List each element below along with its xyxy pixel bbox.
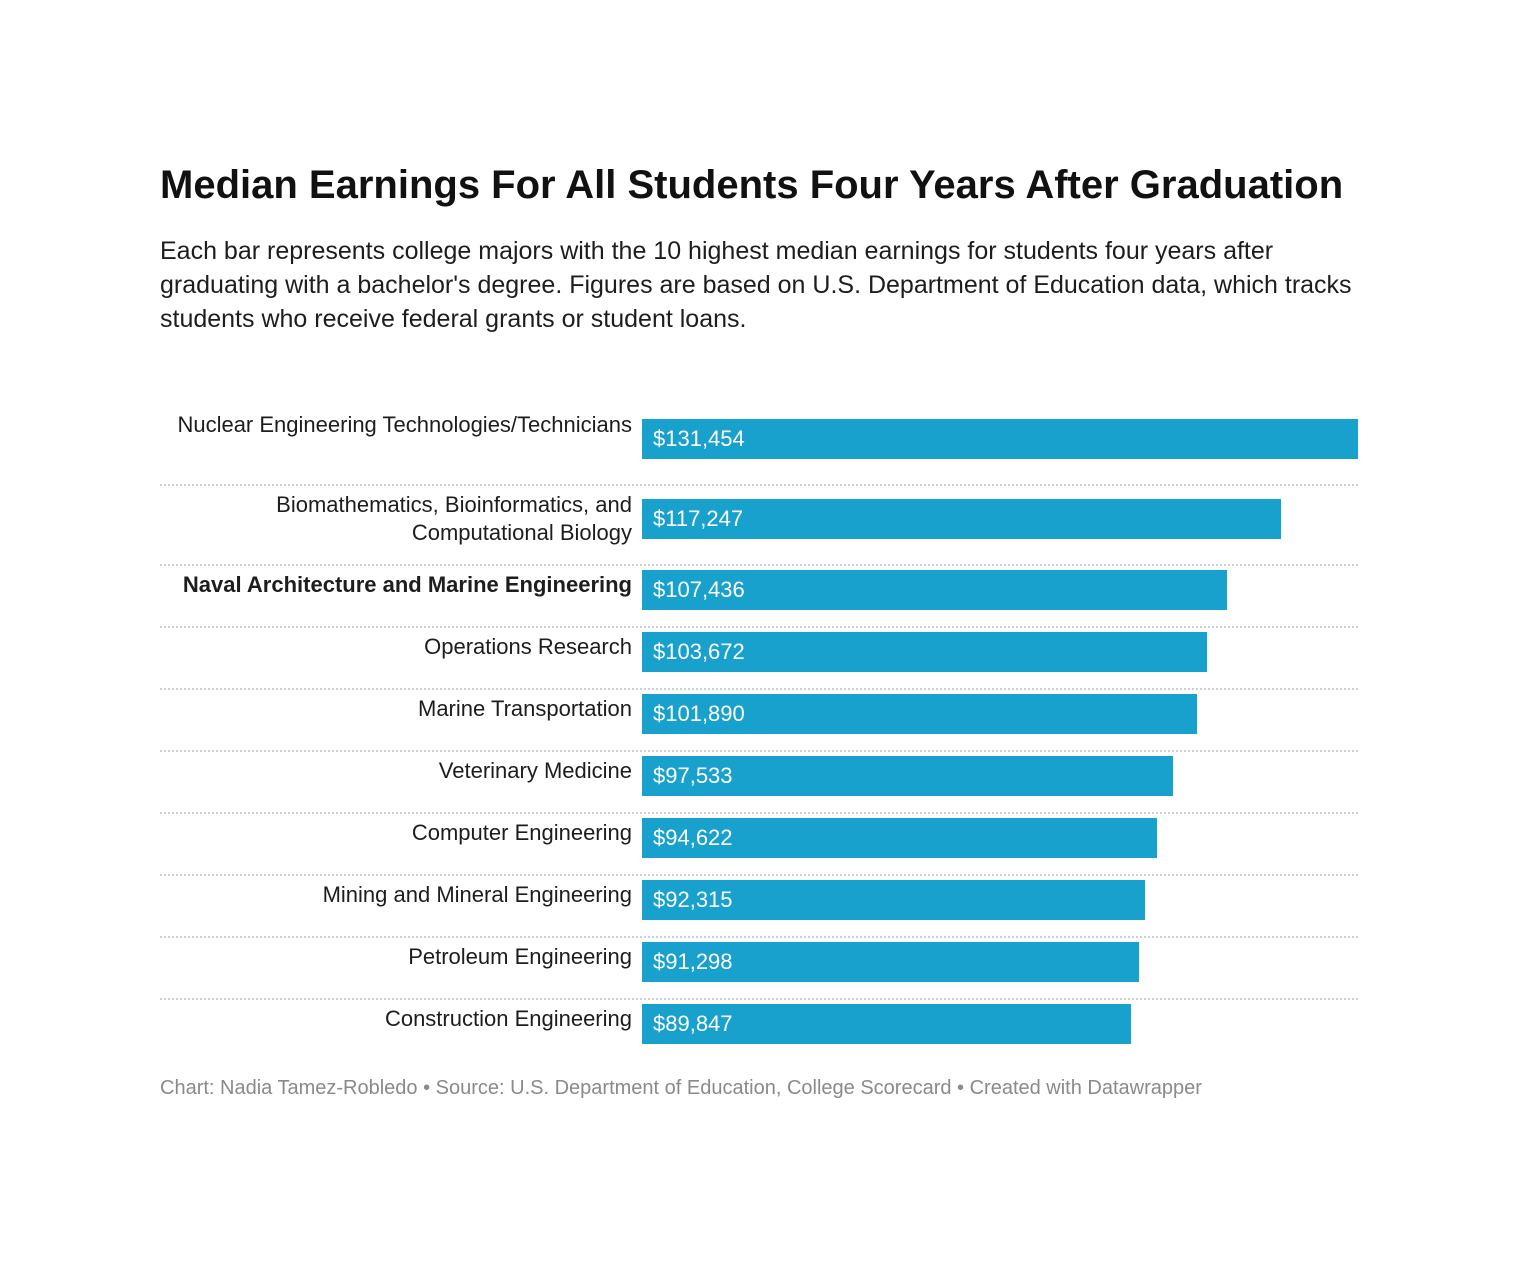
bar: $97,533 <box>642 756 1173 796</box>
bar-value-label: $103,672 <box>653 639 745 664</box>
category-label: Naval Architecture and Marine Engineerin… <box>182 572 632 597</box>
bar-row: Marine Transportation $101,890 <box>160 689 1358 751</box>
bar-row: Petroleum Engineering $91,298 <box>160 937 1358 999</box>
bar-row: Naval Architecture and Marine Engineerin… <box>160 565 1358 627</box>
bar-row: Operations Research $103,672 <box>160 627 1358 689</box>
chart: Median Earnings For All Students Four Ye… <box>160 160 1358 1044</box>
chart-footer: Chart: Nadia Tamez-Robledo • Source: U.S… <box>160 1077 1202 1099</box>
category-label: Nuclear Engineering Technologies/Technic… <box>177 412 632 437</box>
chart-subtitle: Each bar represents college majors with … <box>160 237 1352 333</box>
bar-row: Biomathematics, Bioinformatics, and Comp… <box>160 485 1358 565</box>
bar: $89,847 <box>642 1004 1131 1044</box>
bar-row: Mining and Mineral Engineering $92,315 <box>160 875 1358 937</box>
bar: $103,672 <box>642 632 1207 672</box>
bar: $94,622 <box>642 818 1157 858</box>
row-divider <box>160 564 1358 566</box>
category-label: Computer Engineering <box>411 820 632 845</box>
category-label: Operations Research <box>424 634 632 659</box>
bar-value-label: $89,847 <box>653 1011 733 1036</box>
bar-row: Nuclear Engineering Technologies/Technic… <box>160 405 1358 485</box>
bar-row: Construction Engineering $89,847 <box>160 999 1358 1061</box>
category-label: Marine Transportation <box>418 696 632 721</box>
bar: $101,890 <box>642 694 1197 734</box>
bar-value-label: $101,890 <box>653 701 745 726</box>
category-label: Petroleum Engineering <box>408 944 632 969</box>
bar-value-label: $94,622 <box>653 825 733 850</box>
row-divider <box>160 936 1358 938</box>
bar-row: Computer Engineering $94,622 <box>160 813 1358 875</box>
bar: $117,247 <box>642 499 1281 539</box>
row-divider <box>160 626 1358 628</box>
category-label: Construction Engineering <box>384 1006 632 1031</box>
category-label: Biomathematics, Bioinformatics, and Comp… <box>276 492 632 545</box>
bar: $91,298 <box>642 942 1139 982</box>
chart-title: Median Earnings For All Students Four Ye… <box>160 163 1344 207</box>
bar: $107,436 <box>642 570 1227 610</box>
row-divider <box>160 484 1358 486</box>
bar-row: Veterinary Medicine $97,533 <box>160 751 1358 813</box>
row-divider <box>160 874 1358 876</box>
bar-value-label: $91,298 <box>653 949 733 974</box>
bar-value-label: $107,436 <box>653 577 745 602</box>
category-label: Veterinary Medicine <box>438 758 632 783</box>
row-divider <box>160 998 1358 1000</box>
bar-value-label: $97,533 <box>653 763 733 788</box>
bar-value-label: $117,247 <box>653 506 744 531</box>
category-label: Mining and Mineral Engineering <box>322 882 632 907</box>
bar: $131,454 <box>642 419 1358 459</box>
row-divider <box>160 750 1358 752</box>
bar: $92,315 <box>642 880 1145 920</box>
bar-value-label: $92,315 <box>653 887 733 912</box>
row-divider <box>160 812 1358 814</box>
row-divider <box>160 688 1358 690</box>
bar-value-label: $131,454 <box>653 426 745 451</box>
